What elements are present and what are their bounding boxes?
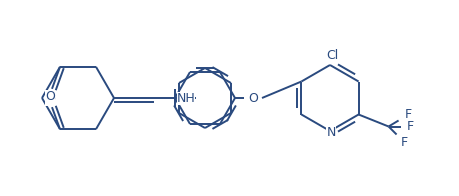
Text: N: N bbox=[325, 125, 335, 139]
Text: NH: NH bbox=[176, 92, 195, 104]
Text: O: O bbox=[45, 90, 55, 103]
Text: F: F bbox=[406, 120, 413, 133]
Text: O: O bbox=[247, 92, 257, 104]
Text: Cl: Cl bbox=[325, 48, 337, 62]
Text: F: F bbox=[404, 108, 411, 121]
Text: O: O bbox=[45, 93, 55, 106]
Text: F: F bbox=[400, 136, 407, 149]
